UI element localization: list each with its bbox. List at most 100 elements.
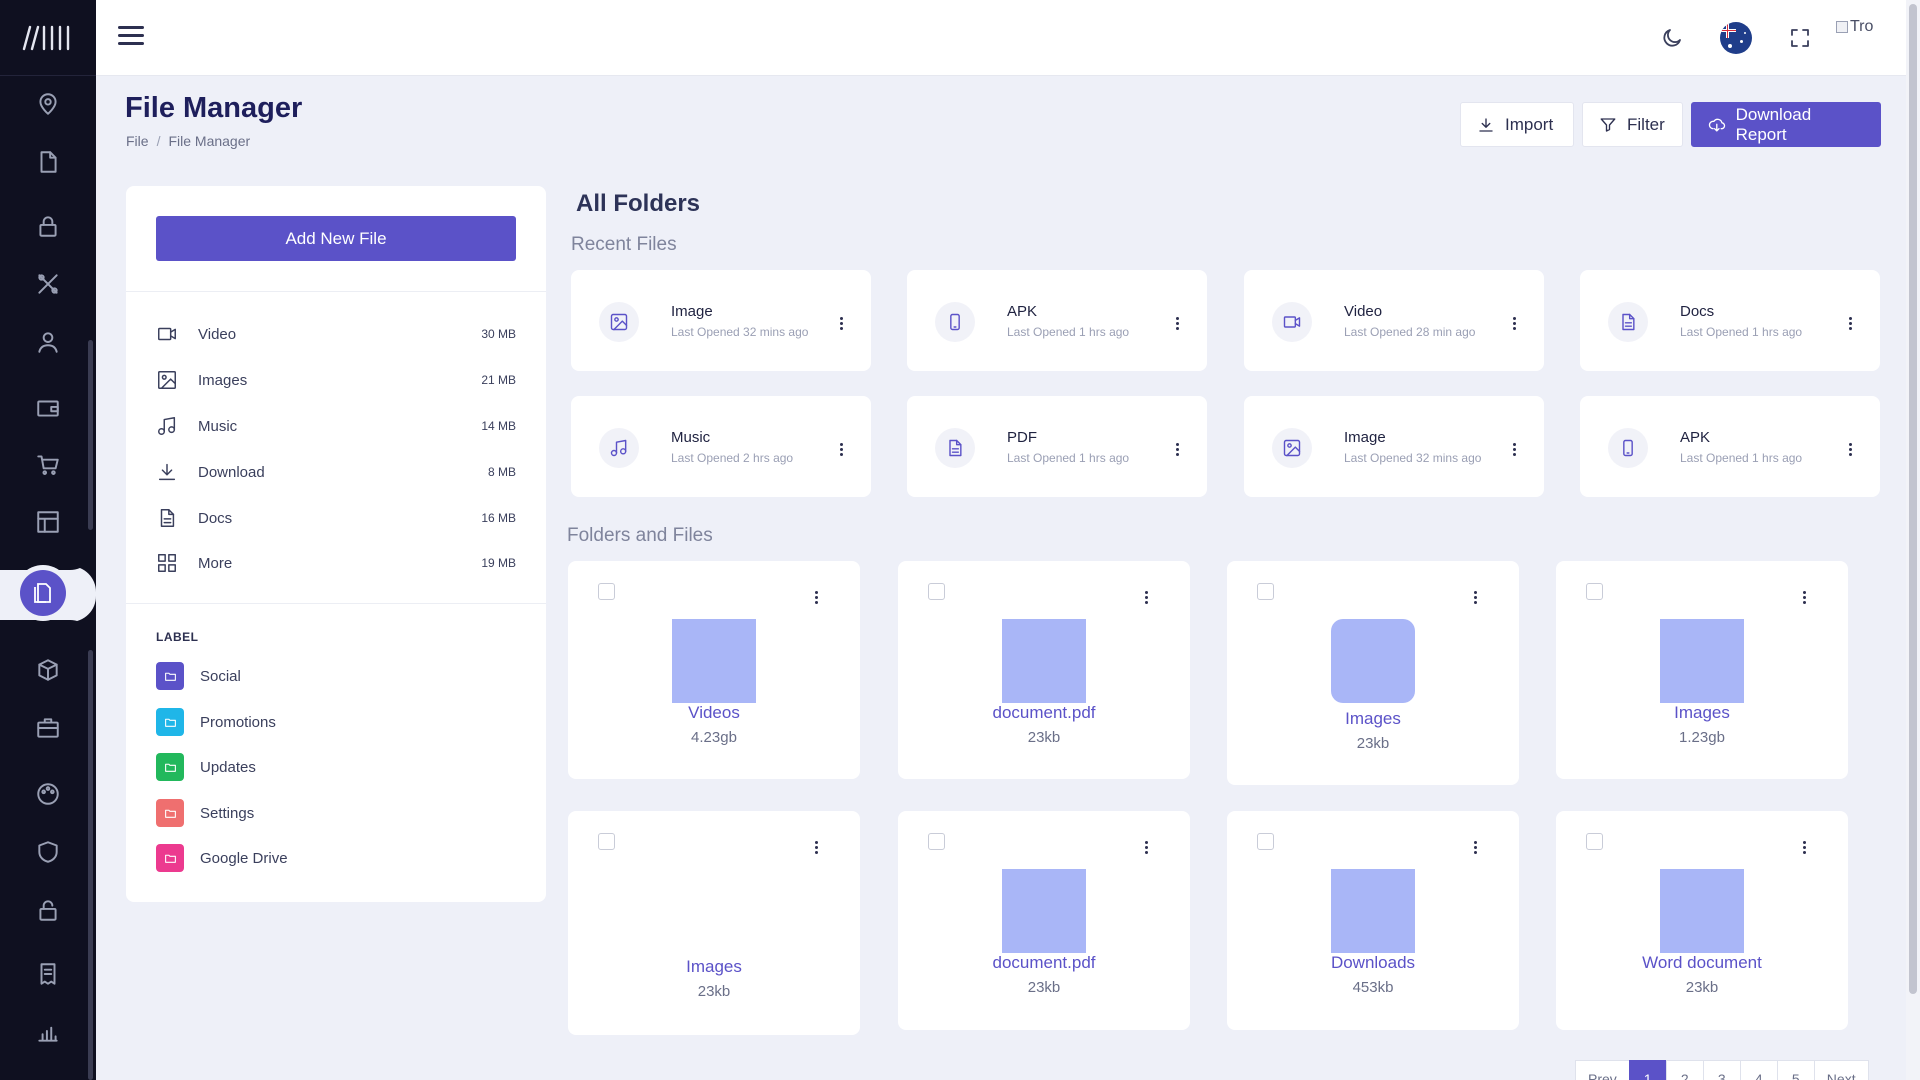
- folder-checkbox[interactable]: [1586, 583, 1603, 600]
- more-vertical-icon[interactable]: [1169, 439, 1185, 459]
- folder-card[interactable]: document.pdf 23kb: [898, 811, 1190, 1030]
- folder-name: document.pdf: [992, 953, 1096, 972]
- label-social[interactable]: Social: [156, 661, 241, 691]
- recent-file-name: Music: [671, 429, 711, 446]
- file-icon[interactable]: [0, 142, 96, 182]
- folder-card[interactable]: Images 23kb: [568, 811, 860, 1035]
- folder-checkbox[interactable]: [1257, 583, 1274, 600]
- recent-file-card[interactable]: Music Last Opened 2 hrs ago: [571, 396, 871, 497]
- rail-scrollbar-lower[interactable]: [88, 650, 93, 1080]
- box-icon[interactable]: [0, 650, 96, 690]
- more-vertical-icon[interactable]: [1138, 587, 1154, 607]
- folder-card[interactable]: Downloads 453kb: [1227, 811, 1519, 1030]
- recent-file-card[interactable]: Image Last Opened 32 mins ago: [1244, 396, 1544, 497]
- label-google-drive[interactable]: Google Drive: [156, 843, 288, 873]
- pagination-prev[interactable]: Prev: [1575, 1060, 1630, 1080]
- pagination-page-4[interactable]: 4: [1739, 1060, 1778, 1080]
- receipt-icon[interactable]: [0, 954, 96, 994]
- logo-icon: [22, 25, 70, 50]
- more-vertical-icon[interactable]: [833, 313, 849, 333]
- recent-file-name: PDF: [1007, 429, 1037, 446]
- file-type-more[interactable]: More 19 MB: [156, 548, 516, 578]
- folder-checkbox[interactable]: [1586, 833, 1603, 850]
- briefcase-icon[interactable]: [0, 708, 96, 748]
- page-scrollbar[interactable]: [1906, 0, 1920, 1080]
- more-vertical-icon[interactable]: [1169, 313, 1185, 333]
- more-vertical-icon[interactable]: [833, 439, 849, 459]
- recent-file-name: APK: [1680, 429, 1711, 446]
- folder-card[interactable]: Word document 23kb: [1556, 811, 1848, 1030]
- folder-card[interactable]: document.pdf 23kb: [898, 561, 1190, 779]
- recent-file-card[interactable]: PDF Last Opened 1 hrs ago: [907, 396, 1207, 497]
- pagination-next[interactable]: Next: [1813, 1060, 1869, 1080]
- shield-icon[interactable]: [0, 832, 96, 872]
- language-flag[interactable]: [1720, 22, 1752, 54]
- recent-file-card[interactable]: Image Last Opened 32 mins ago: [571, 270, 871, 371]
- hamburger-icon[interactable]: [118, 26, 144, 48]
- moon-icon[interactable]: [1656, 22, 1688, 54]
- recent-file-meta: Last Opened 32 mins ago: [1344, 451, 1482, 465]
- label-updates[interactable]: Updates: [156, 752, 256, 782]
- avatar[interactable]: Tro: [1836, 18, 1873, 36]
- bar-chart-icon[interactable]: [0, 1012, 96, 1052]
- file-type-size: 19 MB: [481, 556, 516, 570]
- pagination-page-3[interactable]: 3: [1702, 1060, 1741, 1080]
- user-icon[interactable]: [0, 322, 96, 362]
- folder-checkbox[interactable]: [598, 583, 615, 600]
- more-vertical-icon[interactable]: [1796, 587, 1812, 607]
- more-vertical-icon[interactable]: [1842, 439, 1858, 459]
- fullscreen-icon[interactable]: [1784, 22, 1816, 54]
- label-settings[interactable]: Settings: [156, 798, 254, 828]
- more-vertical-icon[interactable]: [1467, 837, 1483, 857]
- import-button[interactable]: Import: [1460, 102, 1574, 147]
- more-vertical-icon[interactable]: [1138, 837, 1154, 857]
- file-type-music[interactable]: Music 14 MB: [156, 411, 516, 441]
- more-vertical-icon[interactable]: [1796, 837, 1812, 857]
- file-type-download[interactable]: Download 8 MB: [156, 457, 516, 487]
- more-vertical-icon[interactable]: [1467, 587, 1483, 607]
- location-icon[interactable]: [0, 84, 96, 124]
- recent-file-card[interactable]: APK Last Opened 1 hrs ago: [907, 270, 1207, 371]
- file-type-video[interactable]: Video 30 MB: [156, 319, 516, 349]
- layout-icon[interactable]: [0, 502, 96, 542]
- pagination-page-1[interactable]: 1: [1628, 1060, 1667, 1080]
- recent-file-meta: Last Opened 1 hrs ago: [1680, 451, 1803, 465]
- recent-file-meta: Last Opened 1 hrs ago: [1007, 325, 1130, 339]
- pagination-page-5[interactable]: 5: [1776, 1060, 1815, 1080]
- breadcrumb-file[interactable]: File: [126, 133, 149, 149]
- more-vertical-icon[interactable]: [1842, 313, 1858, 333]
- logo[interactable]: [0, 0, 96, 76]
- folder-checkbox[interactable]: [1257, 833, 1274, 850]
- folder-checkbox[interactable]: [928, 583, 945, 600]
- wallet-icon[interactable]: [0, 388, 96, 428]
- more-vertical-icon[interactable]: [808, 837, 824, 857]
- recent-file-card[interactable]: Video Last Opened 28 min ago: [1244, 270, 1544, 371]
- lock-open-icon[interactable]: [0, 890, 96, 930]
- palette-icon[interactable]: [0, 774, 96, 814]
- file-type-label: Docs: [198, 509, 233, 527]
- more-vertical-icon[interactable]: [808, 587, 824, 607]
- more-vertical-icon[interactable]: [1506, 313, 1522, 333]
- folder-card[interactable]: Images 23kb: [1227, 561, 1519, 785]
- file-type-docs[interactable]: Docs 16 MB: [156, 503, 516, 533]
- recent-file-card[interactable]: Docs Last Opened 1 hrs ago: [1580, 270, 1880, 371]
- folder-name: Word document: [1642, 953, 1762, 972]
- add-new-file-button[interactable]: Add New File: [156, 216, 516, 261]
- filter-button[interactable]: Filter: [1582, 102, 1683, 147]
- rail-scrollbar[interactable]: [88, 340, 93, 530]
- folder-card[interactable]: Videos 4.23gb: [568, 561, 860, 779]
- file-manager-icon[interactable]: [20, 570, 66, 616]
- tools-icon[interactable]: [0, 264, 96, 304]
- more-vertical-icon[interactable]: [1506, 439, 1522, 459]
- folder-checkbox[interactable]: [598, 833, 615, 850]
- recent-file-card[interactable]: APK Last Opened 1 hrs ago: [1580, 396, 1880, 497]
- pagination-page-2[interactable]: 2: [1665, 1060, 1704, 1080]
- lock-icon[interactable]: [0, 206, 96, 246]
- folder-checkbox[interactable]: [928, 833, 945, 850]
- download-report-button[interactable]: Download Report: [1691, 102, 1881, 147]
- folder-icon: [156, 844, 184, 872]
- file-type-images[interactable]: Images 21 MB: [156, 365, 516, 395]
- cart-icon[interactable]: [0, 444, 96, 484]
- folder-card[interactable]: Images 1.23gb: [1556, 561, 1848, 779]
- label-promotions[interactable]: Promotions: [156, 707, 276, 737]
